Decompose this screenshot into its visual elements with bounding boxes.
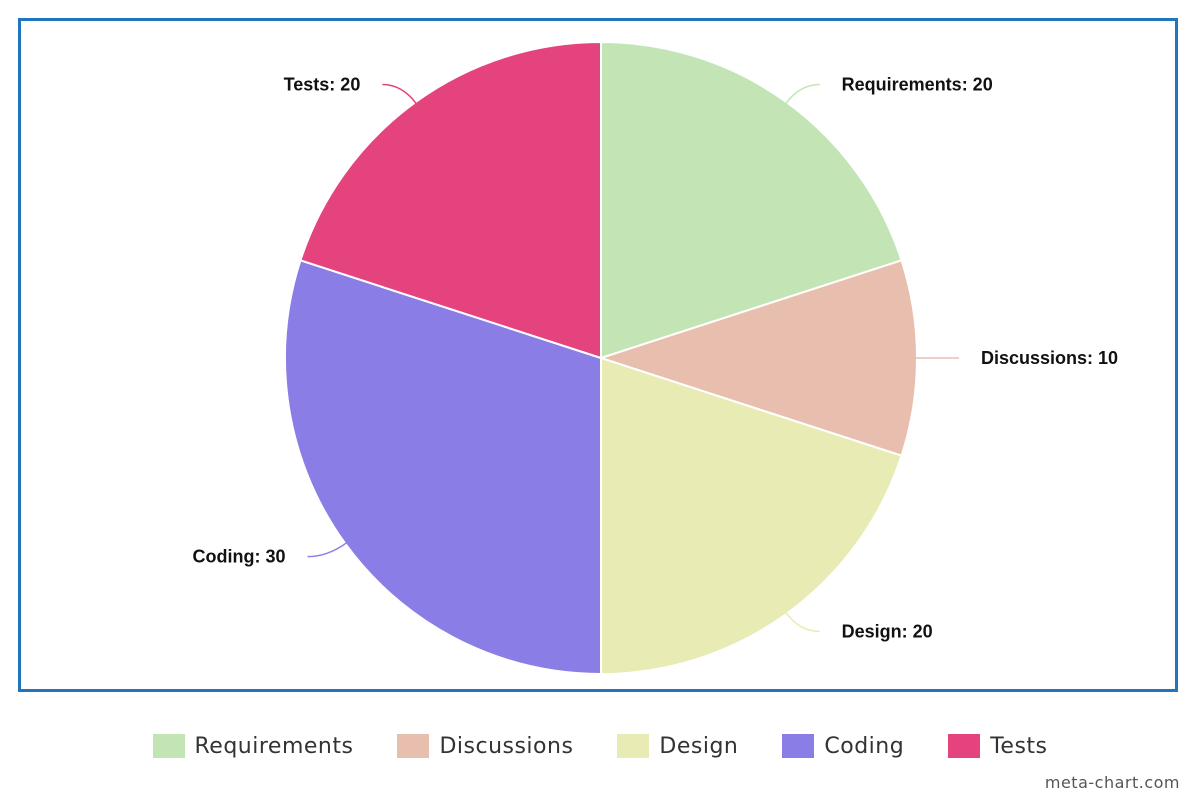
legend-item-coding[interactable]: Coding — [782, 734, 904, 759]
watermark: meta-chart.com — [1044, 773, 1180, 792]
data-label-tests: Tests: 20 — [284, 75, 361, 95]
legend-item-tests[interactable]: Tests — [948, 734, 1047, 759]
legend-swatch — [782, 734, 815, 758]
pie-chart: Requirements: 20 Discussions: 10 Design: 2… — [193, 40, 1118, 676]
legend-label: Tests — [990, 733, 1048, 759]
data-label-requirements: Requirements: 20 — [842, 75, 993, 95]
data-label-discussions: Discussions: 10 — [981, 348, 1118, 368]
legend-swatch — [152, 734, 185, 758]
legend-label: Coding — [824, 733, 905, 759]
legend-swatch — [617, 734, 650, 758]
chart-frame: Requirements: 20 Discussions: 10 Design: 2… — [18, 18, 1178, 692]
legend-item-requirements[interactable]: Requirements — [152, 733, 354, 759]
legend-item-design[interactable]: Design — [617, 734, 738, 759]
legend: Requirements Discussions Design Coding T… — [0, 729, 1200, 763]
legend-swatch — [397, 734, 430, 758]
legend-swatch — [948, 734, 981, 758]
data-label-coding: Coding: 30 — [193, 547, 286, 567]
legend-item-discussions[interactable]: Discussions — [397, 734, 573, 759]
legend-label: Discussions — [439, 733, 574, 759]
data-label-design: Design: 20 — [842, 621, 933, 641]
label-connector — [382, 83, 418, 105]
legend-label: Requirements — [194, 733, 354, 759]
label-connector — [784, 83, 820, 105]
label-connector — [307, 541, 348, 558]
legend-label: Design — [659, 733, 739, 759]
label-connector — [784, 611, 820, 633]
